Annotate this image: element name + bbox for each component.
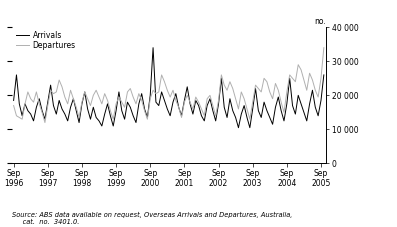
Legend: Arrivals, Departures: Arrivals, Departures <box>16 31 76 50</box>
Departures <box>322 46 326 49</box>
Departures <box>105 99 110 102</box>
Arrivals <box>11 99 16 102</box>
Arrivals <box>307 102 312 105</box>
Arrivals <box>233 116 238 119</box>
Line: Departures: Departures <box>13 48 324 123</box>
Departures <box>11 104 16 107</box>
Text: Source: ABS data available on request, Overseas Arrivals and Departures, Austral: Source: ABS data available on request, O… <box>12 212 292 225</box>
Arrivals <box>322 74 326 76</box>
Arrivals <box>156 104 161 107</box>
Departures <box>42 121 47 124</box>
Departures <box>156 91 161 93</box>
Departures <box>165 89 170 91</box>
Line: Arrivals: Arrivals <box>13 48 324 128</box>
Arrivals <box>151 46 156 49</box>
Text: no.: no. <box>314 17 326 26</box>
Arrivals <box>319 99 324 102</box>
Arrivals <box>165 108 170 110</box>
Departures <box>233 97 238 100</box>
Departures <box>304 89 309 91</box>
Departures <box>316 96 320 98</box>
Arrivals <box>236 126 241 129</box>
Arrivals <box>102 113 107 115</box>
